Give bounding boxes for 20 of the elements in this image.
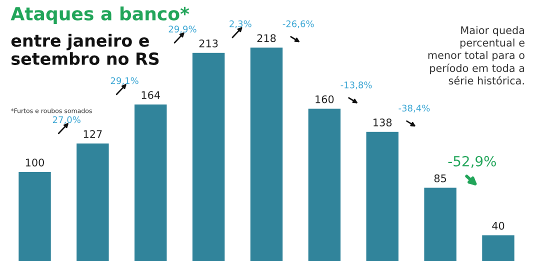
annotation: 29,1%: [110, 77, 138, 86]
annotation: -13,8%: [340, 82, 372, 90]
text: -26,6%: [282, 20, 314, 28]
annotation: -52,9%: [448, 156, 496, 168]
annotation: Maior queda percentual e menor total para o período em toda a série histórica.: [428, 26, 524, 85]
data-label: 138: [374, 118, 392, 126]
text: 2,3%: [230, 20, 252, 28]
data-label: 213: [199, 39, 218, 48]
text: 29,9%: [168, 26, 196, 34]
annotation: -38,4%: [398, 104, 430, 112]
data-label: 127: [84, 130, 102, 138]
data-label: 85: [434, 174, 446, 182]
data-label: 218: [257, 34, 276, 42]
chart-title: Ataques a banco*: [10, 6, 190, 24]
annotation: 27,0%: [52, 116, 80, 124]
data-label: 160: [316, 95, 334, 104]
data-label: 100: [26, 158, 44, 166]
data-label: 164: [142, 91, 160, 100]
chart-subtitle: entre janeiro e setembro no RS: [11, 34, 159, 65]
data-label: 40: [492, 222, 504, 230]
